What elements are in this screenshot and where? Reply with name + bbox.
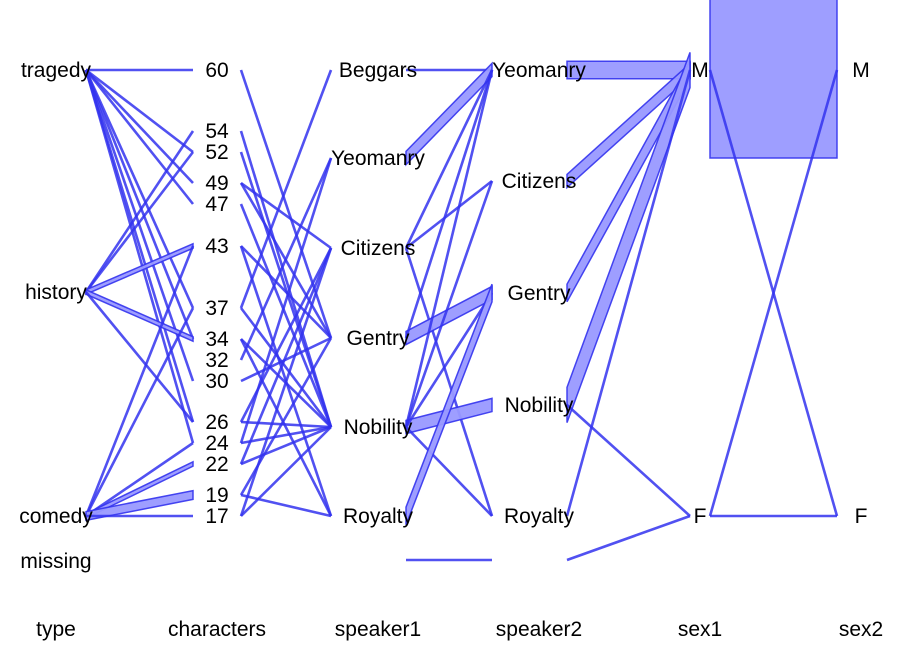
ribbon <box>405 283 493 526</box>
ribbon-layer <box>84 0 839 562</box>
axis-title: sex2 <box>839 618 883 641</box>
level-label: 26 <box>205 411 228 434</box>
level-label: F <box>694 505 707 528</box>
level-label: Royalty <box>343 505 414 528</box>
level-label: Beggars <box>339 59 417 82</box>
level-label: missing <box>20 550 91 573</box>
level-label: Gentry <box>346 327 410 350</box>
ribbon <box>84 307 195 517</box>
ribbon <box>84 245 195 517</box>
level-label: Nobility <box>505 394 574 417</box>
ribbon <box>85 441 194 518</box>
ribbon <box>240 426 332 517</box>
level-label: comedy <box>19 505 93 528</box>
axis-title: sex1 <box>678 618 722 641</box>
ribbon <box>404 180 494 428</box>
ribbon <box>239 69 333 309</box>
axis-title-layer: type characters speaker1 speaker2 sex1 sex2 <box>36 618 883 641</box>
level-label: 52 <box>205 141 228 164</box>
ribbon <box>404 69 494 428</box>
ribbon <box>405 61 493 167</box>
ribbon <box>566 52 691 423</box>
ribbon <box>566 60 691 303</box>
level-label: 34 <box>205 328 229 351</box>
ribbon <box>85 489 194 522</box>
ribbon <box>240 420 332 429</box>
ribbon <box>84 130 195 293</box>
level-label: 17 <box>205 505 228 528</box>
ribbon <box>240 181 332 250</box>
level-label: 32 <box>205 349 228 372</box>
ribbon <box>239 203 333 428</box>
ribbon <box>404 69 494 249</box>
ribbon <box>240 336 332 383</box>
ribbon <box>405 397 493 435</box>
ribbon <box>240 245 332 339</box>
ribbon <box>239 247 333 517</box>
ribbon <box>566 404 691 517</box>
ribbon <box>404 69 494 339</box>
level-label: Gentry <box>507 282 571 305</box>
level-label: Nobility <box>344 416 413 439</box>
ribbon <box>239 157 333 444</box>
ribbon <box>240 425 332 445</box>
ribbon <box>239 151 333 428</box>
level-label: 47 <box>205 193 228 216</box>
level-label: Royalty <box>504 505 575 528</box>
ribbon <box>85 68 194 154</box>
ribbon <box>404 292 494 428</box>
ribbon <box>240 425 332 466</box>
level-label: 37 <box>205 297 228 320</box>
ribbon <box>239 157 333 361</box>
axis-title: speaker1 <box>335 618 421 641</box>
axis-title: characters <box>168 618 266 641</box>
level-label: F <box>855 505 868 528</box>
ribbon <box>239 247 333 465</box>
level-label: tragedy <box>21 59 92 82</box>
ribbon <box>85 69 194 184</box>
ribbon <box>84 69 195 205</box>
level-label: 60 <box>205 59 228 82</box>
level-label: Citizens <box>341 237 416 260</box>
level-label: 49 <box>205 172 228 195</box>
ribbon <box>84 69 195 444</box>
level-label: Yeomanry <box>331 147 425 170</box>
level-label: M <box>852 59 870 82</box>
level-label: 19 <box>205 484 228 507</box>
axis-title: type <box>36 618 76 641</box>
level-label: 22 <box>205 453 228 476</box>
level-label: 30 <box>205 370 228 393</box>
ribbon <box>405 179 493 250</box>
ribbon <box>708 69 839 517</box>
ribbon <box>709 0 838 159</box>
ribbon <box>565 69 692 517</box>
level-label: Yeomanry <box>492 59 586 82</box>
ribbon <box>240 493 332 518</box>
ribbon <box>84 69 195 309</box>
axis-title: speaker2 <box>496 618 582 641</box>
level-label: history <box>25 281 87 304</box>
level-label: Citizens <box>502 170 577 193</box>
level-label: 43 <box>205 235 228 258</box>
level-label: M <box>691 59 709 82</box>
ribbon <box>239 338 333 517</box>
ribbon <box>84 291 195 423</box>
ribbon <box>84 151 195 293</box>
level-label: 54 <box>205 120 229 143</box>
level-label: 24 <box>205 432 229 455</box>
ribbon <box>566 514 691 562</box>
ribbon <box>405 426 493 517</box>
